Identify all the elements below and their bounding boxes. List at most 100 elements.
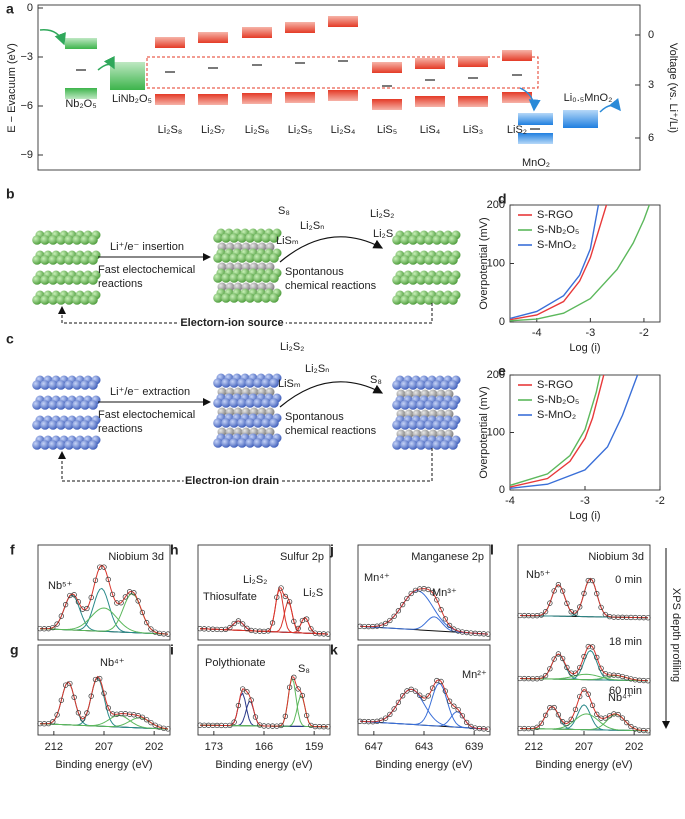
- atom: [392, 400, 402, 410]
- caption: Electron-ion drain: [185, 475, 279, 487]
- data-point: [485, 631, 491, 637]
- atom: [56, 440, 66, 450]
- data-point: [244, 625, 250, 631]
- atom: [72, 275, 82, 285]
- atom: [40, 255, 50, 265]
- data-point: [438, 678, 444, 685]
- data-point: [139, 609, 146, 616]
- atom: [32, 295, 42, 305]
- atom: [448, 255, 458, 265]
- x-tick-label: -4: [532, 327, 542, 339]
- atom: [88, 400, 98, 410]
- atom: [392, 255, 402, 265]
- data-point: [547, 666, 553, 672]
- atom: [432, 380, 442, 390]
- atom: [221, 378, 231, 388]
- atom: [392, 440, 402, 450]
- material-label: LiS₅: [377, 124, 397, 136]
- data-point: [227, 624, 233, 631]
- data-point: [542, 712, 549, 718]
- atom: [408, 420, 418, 430]
- atom: [221, 293, 231, 303]
- atom: [261, 233, 271, 243]
- x-tick-label: 207: [95, 741, 113, 753]
- atom: [416, 275, 426, 285]
- data-point: [555, 712, 562, 718]
- data-point: [395, 699, 402, 706]
- data-point: [244, 689, 250, 695]
- data-point: [581, 590, 587, 597]
- data-point: [645, 728, 651, 734]
- x-tick-label: 643: [415, 741, 433, 753]
- data-point: [282, 593, 288, 600]
- data-point: [421, 695, 427, 701]
- atom: [56, 420, 66, 430]
- data-point: [291, 674, 297, 680]
- data-point: [538, 612, 544, 618]
- data-point: [624, 719, 630, 726]
- legend-entry: S-RGO: [537, 209, 574, 221]
- atom: [440, 275, 450, 285]
- atom: [80, 400, 90, 410]
- band: [328, 16, 358, 27]
- y-tick-label: 0: [27, 2, 33, 14]
- envelope: [359, 588, 489, 635]
- species: Li₂S: [373, 228, 393, 240]
- panel-letter: e: [498, 363, 506, 379]
- atom: [245, 233, 255, 243]
- data-point: [417, 692, 423, 698]
- x-tick-label: 173: [205, 741, 223, 753]
- arrow: [279, 381, 384, 408]
- band: [563, 110, 598, 128]
- data-point: [67, 680, 73, 687]
- atom: [221, 398, 231, 408]
- band: [285, 92, 315, 103]
- step-label: Li⁺/e⁻ insertion: [110, 241, 184, 253]
- band: [155, 94, 185, 105]
- atom: [448, 400, 458, 410]
- panel-letter: c: [6, 331, 14, 347]
- atom: [269, 418, 279, 428]
- data-point: [589, 577, 596, 584]
- material-label: Li₂S₆: [245, 124, 270, 136]
- atom: [432, 275, 442, 285]
- atom: [48, 275, 58, 285]
- data-point: [235, 618, 242, 624]
- x-tick-label: 207: [575, 741, 593, 753]
- y-tick-label: −9: [20, 149, 33, 161]
- atom: [221, 418, 231, 428]
- data-point: [395, 608, 402, 614]
- y-tick-label: 0: [499, 316, 505, 328]
- data-point: [391, 613, 397, 619]
- envelope: [39, 564, 169, 635]
- atom: [424, 235, 434, 245]
- material-label: Li₂S₅: [288, 124, 313, 136]
- data-point: [412, 688, 419, 694]
- data-point: [594, 711, 600, 717]
- atom: [261, 398, 271, 408]
- atom: [72, 440, 82, 450]
- series-line: [510, 205, 608, 321]
- band: [415, 96, 445, 107]
- x-axis-label: Binding energy (eV): [535, 759, 632, 771]
- atom: [32, 440, 42, 450]
- data-point: [404, 595, 410, 602]
- band: [155, 37, 185, 48]
- material-label: Li₀.₅MnO₂: [564, 92, 613, 104]
- data-point: [602, 715, 608, 721]
- legend-entry: S-RGO: [537, 379, 574, 391]
- data-point: [555, 582, 562, 588]
- x-axis-label: Binding energy (eV): [55, 759, 152, 771]
- species: LiSₘ: [276, 235, 299, 247]
- data-point: [551, 588, 557, 594]
- data-point: [564, 720, 570, 727]
- band: [65, 38, 97, 49]
- data-point: [577, 693, 583, 700]
- atom: [229, 293, 239, 303]
- data-point: [299, 692, 306, 699]
- atom: [424, 255, 434, 265]
- data-point: [455, 706, 461, 713]
- data-point: [295, 625, 301, 632]
- atom: [448, 275, 458, 285]
- band: [110, 62, 145, 90]
